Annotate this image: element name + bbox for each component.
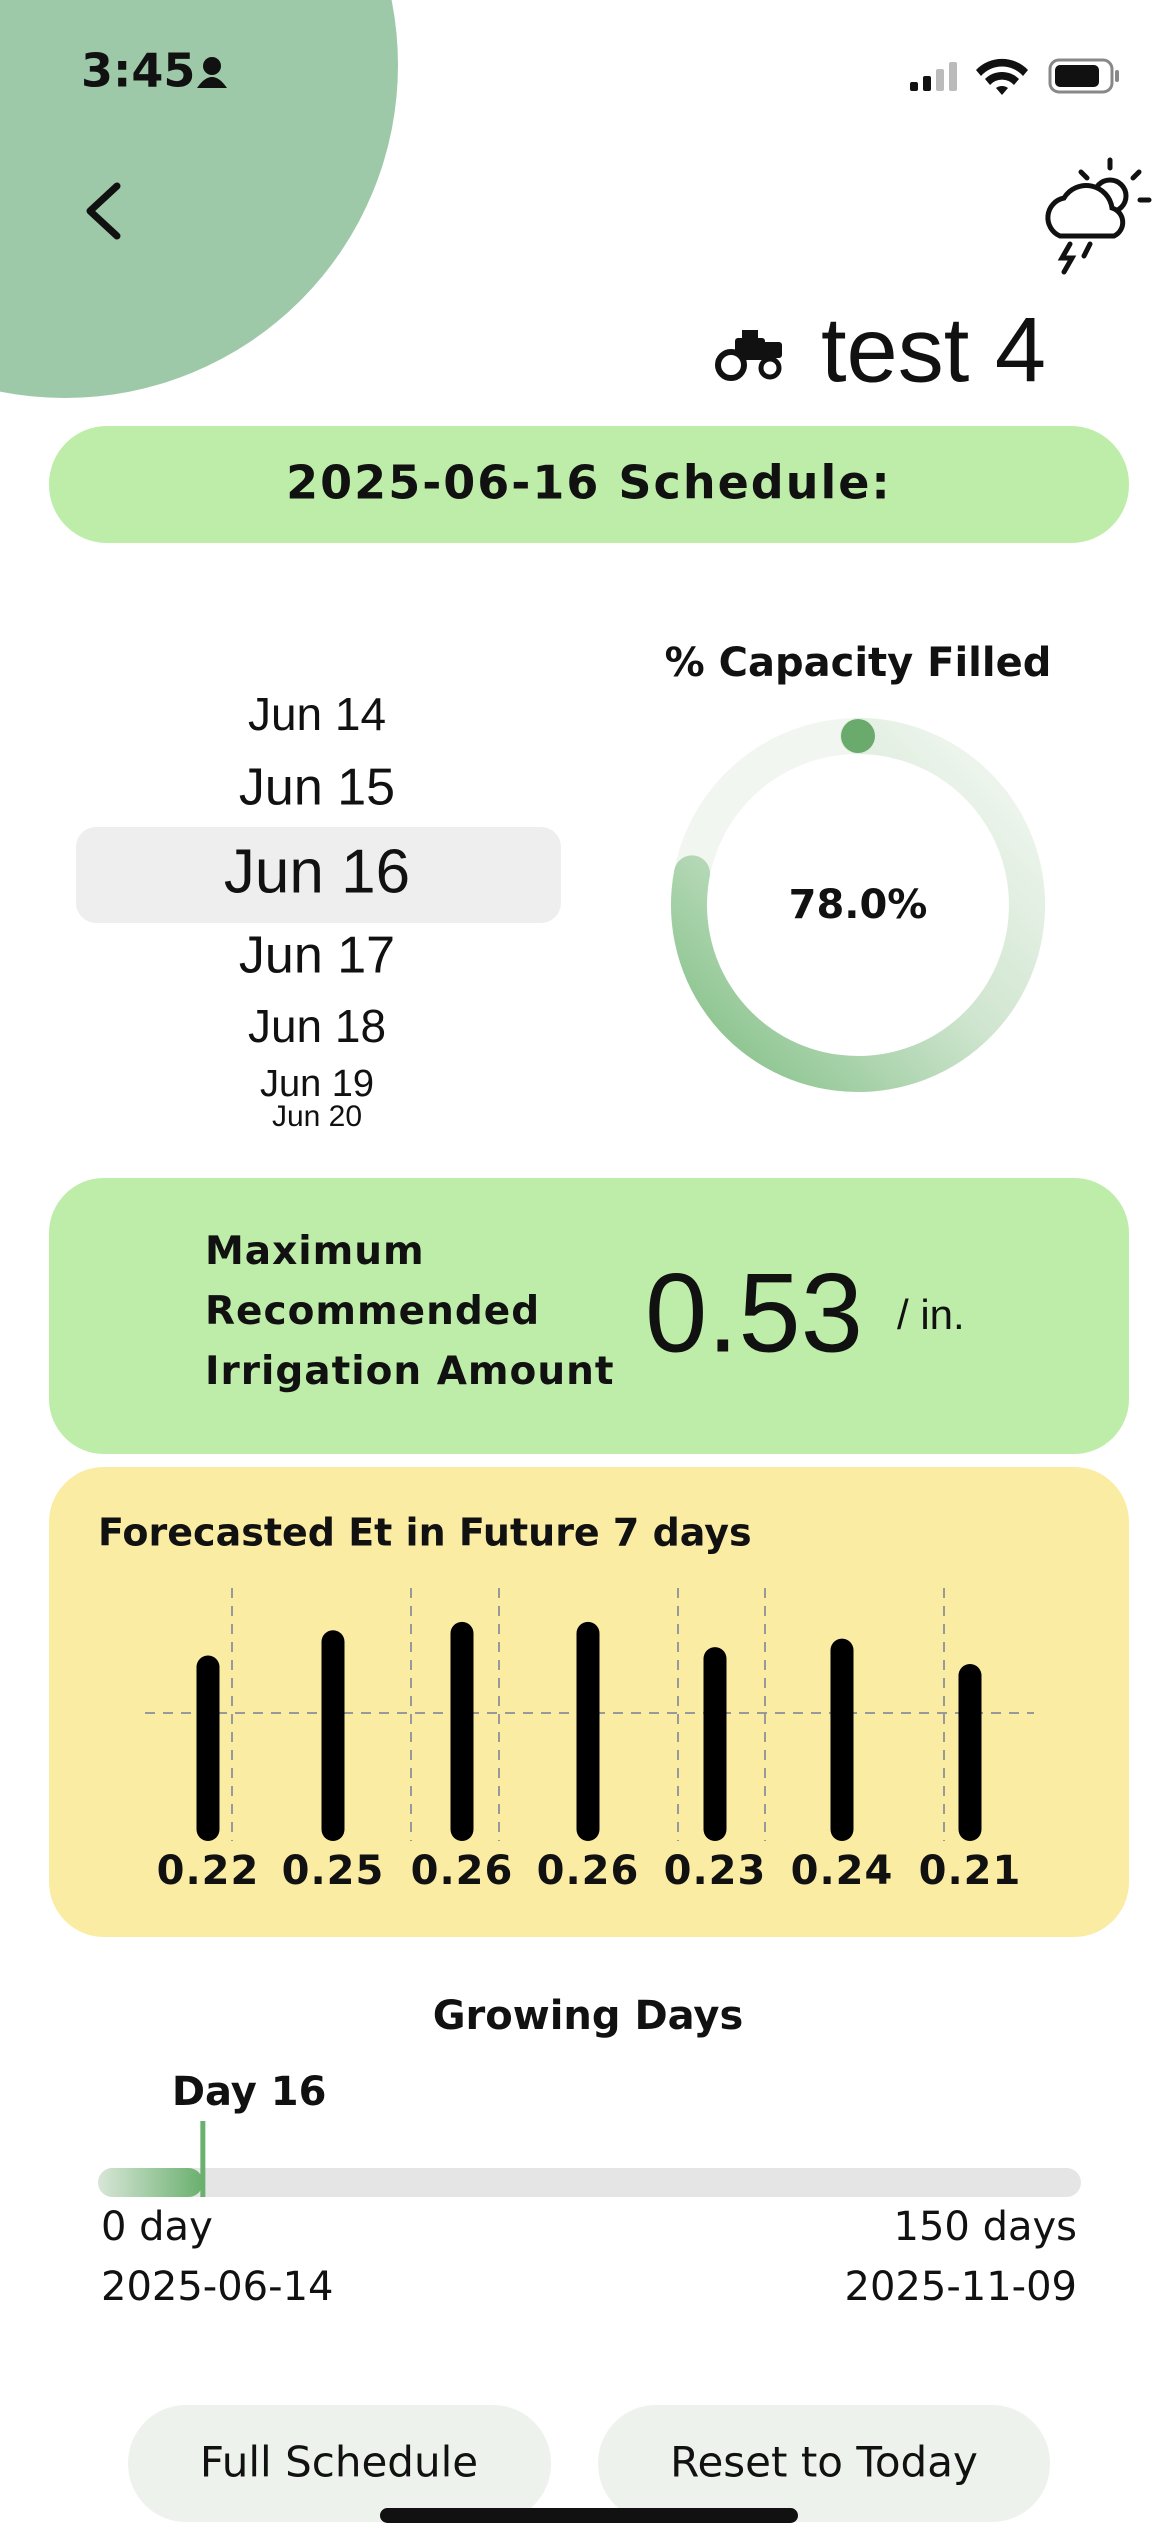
start-label: 0 day bbox=[101, 2204, 213, 2250]
recommendation-value: 0.53 bbox=[645, 1251, 863, 1376]
person-icon bbox=[197, 57, 227, 88]
full-schedule-text[interactable]: Full Schedule bbox=[200, 2438, 478, 2487]
et-bar bbox=[703, 1647, 727, 1841]
et-label: 0.21 bbox=[919, 1848, 1022, 1894]
full-schedule-button[interactable] bbox=[128, 2405, 551, 2522]
forecast-grid bbox=[145, 1588, 1034, 1841]
end-label: 150 days bbox=[894, 2204, 1077, 2250]
et-bar bbox=[450, 1621, 474, 1841]
progress-fill bbox=[98, 2168, 203, 2197]
date-item[interactable]: Jun 19 bbox=[260, 1063, 374, 1105]
et-label: 0.25 bbox=[282, 1848, 385, 1894]
reset-button[interactable] bbox=[598, 2405, 1050, 2522]
date-item[interactable]: Jun 17 bbox=[239, 927, 395, 985]
back-button[interactable] bbox=[86, 182, 121, 240]
status-icons bbox=[910, 58, 1119, 95]
et-bar bbox=[576, 1621, 600, 1841]
et-bar bbox=[830, 1638, 854, 1841]
schedule-banner bbox=[49, 426, 1129, 543]
status-time: 3:45 bbox=[81, 44, 195, 98]
growing-title: Growing Days bbox=[433, 1993, 744, 2039]
capacity-arc bbox=[671, 718, 1045, 1092]
et-label: 0.26 bbox=[411, 1848, 514, 1894]
forecast-title: Forecasted Et in Future 7 days bbox=[98, 1511, 752, 1555]
date-item[interactable]: Jun 18 bbox=[248, 1000, 386, 1052]
end-date: 2025-11-09 bbox=[845, 2264, 1077, 2310]
et-label: 0.22 bbox=[157, 1848, 260, 1894]
capacity-label: 78.0% bbox=[789, 882, 928, 928]
start-date: 2025-06-14 bbox=[101, 2264, 333, 2310]
recommendation-label: Maximum Recommended Irrigation Amount bbox=[205, 1229, 615, 1394]
reset-text[interactable]: Reset to Today bbox=[670, 2438, 978, 2487]
home-indicator bbox=[380, 2508, 798, 2523]
et-label: 0.23 bbox=[664, 1848, 767, 1894]
et-bar bbox=[321, 1630, 345, 1841]
capacity-title: % Capacity Filled bbox=[665, 640, 1052, 686]
weather-icon[interactable] bbox=[1045, 157, 1152, 275]
tractor-icon bbox=[715, 330, 782, 381]
field-title: test 4 bbox=[821, 299, 1046, 401]
picker-highlight bbox=[76, 827, 561, 923]
progress-track bbox=[98, 2168, 1081, 2197]
date-item[interactable]: Jun 20 bbox=[272, 1100, 362, 1133]
recommendation-unit: / in. bbox=[897, 1291, 965, 1338]
date-item[interactable]: Jun 16 bbox=[224, 837, 410, 906]
et-bar bbox=[958, 1663, 982, 1841]
et-bar bbox=[196, 1655, 220, 1841]
et-label: 0.26 bbox=[537, 1848, 640, 1894]
arc-start bbox=[841, 719, 875, 753]
et-label: 0.24 bbox=[791, 1848, 894, 1894]
schedule-banner-text: 2025-06-16 Schedule: bbox=[286, 456, 892, 510]
date-item[interactable]: Jun 14 bbox=[248, 688, 386, 740]
decor-circle bbox=[0, 0, 398, 398]
recommendation-card bbox=[49, 1178, 1129, 1454]
current-day: Day 16 bbox=[172, 2069, 327, 2115]
date-item[interactable]: Jun 15 bbox=[239, 759, 395, 817]
